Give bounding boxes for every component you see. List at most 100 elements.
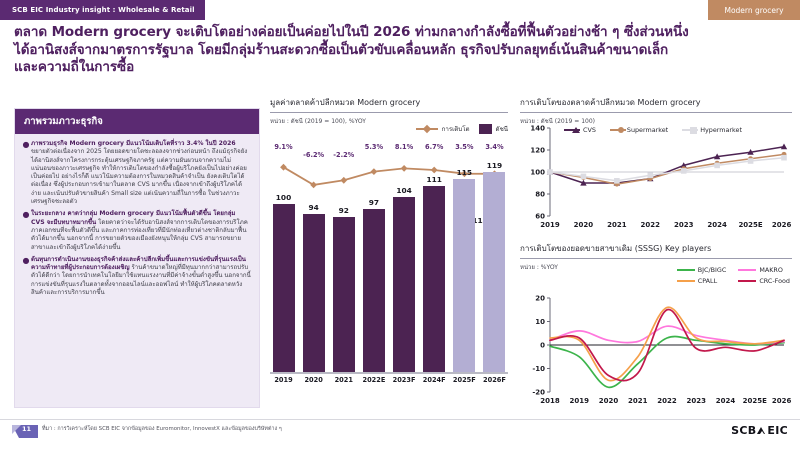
bullet-icon: ●	[22, 255, 30, 265]
line-series-cvs	[549, 145, 785, 184]
chart-plot-area: -20 -10 0 10 20 2018 2019 2020 2021 2022 2023 2024 2…	[532, 295, 792, 405]
header-bar: SCB EIC Industry insight : Wholesale & R…	[0, 0, 800, 20]
x-axis-tick-label: 2024	[716, 397, 736, 405]
x-axis-tick-label: 2024F	[422, 376, 446, 384]
x-axis-tick-label: 2026F	[772, 397, 792, 405]
x-axis-tick-label: 2025E	[738, 221, 762, 229]
bullet-lead: ภาพรวมธุรกิจ Modern grocery มีแนวโน้มเติ…	[31, 140, 236, 147]
bar-series: 100 94 92 97 104 111 115 119	[270, 157, 508, 374]
line-point-marker	[781, 154, 787, 161]
chart-plot-area: 9.1% -6.2% -2.2% 5.3% 8.1% 6.7% 3.5% 3.4…	[270, 143, 508, 391]
bullet-rest: โดยคาดว่าจะได้รับอานิสงส์จากการเติบโตของ…	[31, 218, 248, 251]
bar-item: 92	[330, 157, 357, 372]
bar-value-label: 100	[275, 193, 292, 203]
legend-item-cpall: CPALL	[676, 277, 727, 285]
chart-sssg-key-players: การเติบโตของยอดขายสาขาเดิม (SSSG) Key pl…	[520, 242, 792, 417]
line-point-marker	[713, 153, 721, 160]
x-axis-tick-label: 2019	[570, 397, 590, 405]
business-overview-heading-label: ภาพรวมภาวะธุรกิจ	[24, 116, 103, 127]
page-title-line-1: ตลาด Modern grocery จะเติบโตอย่างค่อยเป็…	[14, 24, 689, 40]
line-point-marker	[680, 162, 687, 168]
x-axis-tick-label: 2020	[599, 397, 619, 405]
legend-item-makro: MAKRO	[738, 266, 790, 274]
header-badge-label: Modern grocery	[724, 5, 784, 15]
bullet-rest: ขยายตัวต่อเนื่องจาก 2025 โดยยอดขายโตชะลอ…	[31, 148, 248, 206]
line-point-marker	[714, 162, 720, 169]
square-marker-icon	[690, 126, 698, 134]
page-title: ตลาด Modern grocery จะเติบโตอย่างค่อยเป็…	[14, 24, 789, 77]
bar-value-label: 115	[456, 167, 473, 177]
x-axis-tick-label: 2022	[641, 221, 661, 229]
growth-label: 3.5%	[455, 143, 474, 151]
line-point-marker	[680, 168, 687, 174]
legend-item-growth: การเติบโต	[415, 124, 470, 134]
bar	[332, 217, 355, 372]
circle-marker-icon	[617, 127, 624, 133]
legend-label: ดัชนี	[495, 126, 508, 133]
line-series-cpall	[549, 306, 785, 382]
legend-label: BJC/BIGC	[697, 266, 727, 274]
x-axis-tick-label: 2023F	[392, 376, 416, 384]
line-series-crc-food	[549, 308, 785, 382]
bar-item: 94	[300, 157, 327, 372]
y-axis-tick-label: 10	[535, 318, 545, 326]
x-axis-tick-label: 2019	[274, 376, 293, 384]
header-ribbon-label: SCB EIC Industry insight : Wholesale & R…	[12, 6, 195, 14]
x-axis-tick-label: 2025E	[743, 397, 767, 405]
business-overview-panel: ภาพรวมภาวะธุรกิจ ● ภาพรวมธุรกิจ Modern g…	[14, 108, 260, 408]
line-marker-icon	[415, 128, 438, 130]
chart-legend: BJC/BIGC MAKRO CPALL CRC-Food	[676, 266, 790, 285]
line-series-bjc-bigc	[549, 335, 785, 389]
line-swatch-icon	[738, 279, 757, 283]
legend-label: Hypermarket	[700, 126, 742, 134]
y-axis-tick-label: 0	[540, 342, 545, 350]
x-axis-tick-label: 2022	[657, 397, 677, 405]
scb-triangle-icon	[757, 426, 766, 435]
x-axis-tick-label: 2021	[628, 397, 648, 405]
legend-label: CPALL	[697, 277, 718, 285]
growth-label: 6.7%	[425, 143, 444, 151]
y-axis-tick-label: 140	[530, 125, 545, 133]
legend-item-hypermarket: Hypermarket	[682, 126, 742, 134]
bar	[483, 172, 506, 372]
line-swatch-icon	[676, 268, 695, 272]
bar	[362, 209, 385, 372]
y-axis-tick-label: 120	[530, 147, 545, 155]
triangle-marker-icon	[572, 127, 580, 133]
bullet-text: ในระยะกลาง คาดว่ากลุ่ม Modern grocery มี…	[31, 210, 251, 251]
y-axis-tick-label: 60	[535, 213, 545, 221]
x-axis-labels: 2019 2020 2021 2022E 2023F 2024F 2025F 2026F	[270, 376, 508, 391]
y-axis-tick-label: 20	[535, 295, 545, 303]
list-item: ● ในระยะกลาง คาดว่ากลุ่ม Modern grocery …	[21, 210, 251, 251]
growth-label: 8.1%	[394, 143, 414, 151]
logo-suffix: EIC	[767, 424, 788, 437]
line-swatch-icon	[738, 268, 757, 272]
x-axis-tick-label: 2021	[334, 376, 353, 384]
growth-label: -6.2%	[303, 151, 325, 159]
legend-label: MAKRO	[759, 266, 783, 274]
bullet-icon: ●	[22, 140, 30, 149]
bar-value-label: 119	[486, 161, 503, 171]
line-point-marker	[614, 178, 620, 184]
line-point-marker	[780, 143, 788, 150]
growth-label: 9.1%	[274, 143, 293, 151]
x-axis-tick-label: 2023	[674, 221, 694, 229]
line-swatch-icon	[676, 279, 695, 283]
bar-value-label: 94	[308, 203, 319, 213]
x-axis-tick-label: 2023	[687, 397, 707, 405]
bullet-text: ภาพรวมธุรกิจ Modern grocery มีแนวโน้มเติ…	[31, 140, 251, 206]
x-axis-tick-label: 2021	[607, 221, 627, 229]
legend-item-bjc-bigc: BJC/BIGC	[676, 266, 727, 274]
chart-unit-label: หน่วย : ดัชนี (2019 = 100)	[520, 118, 595, 125]
page-number: 11	[22, 424, 32, 433]
growth-label: 3.4%	[485, 143, 504, 151]
chart-plot-area: 60 80 100 120 140 2019 2020 2021 2022 2023 2024 202…	[530, 125, 792, 229]
bar-value-label: 104	[396, 186, 412, 196]
growth-label: -2.2%	[333, 151, 355, 159]
bullet-lead: ในระยะกลาง คาดว่ากลุ่ม Modern grocery มี…	[31, 210, 236, 226]
page-title-line-3: และความถี่ในการซื้อ	[14, 59, 135, 75]
line-series-hypermarket	[549, 156, 785, 182]
business-overview-heading: ภาพรวมภาวะธุรกิจ	[15, 109, 259, 134]
line-point-marker	[400, 165, 408, 172]
